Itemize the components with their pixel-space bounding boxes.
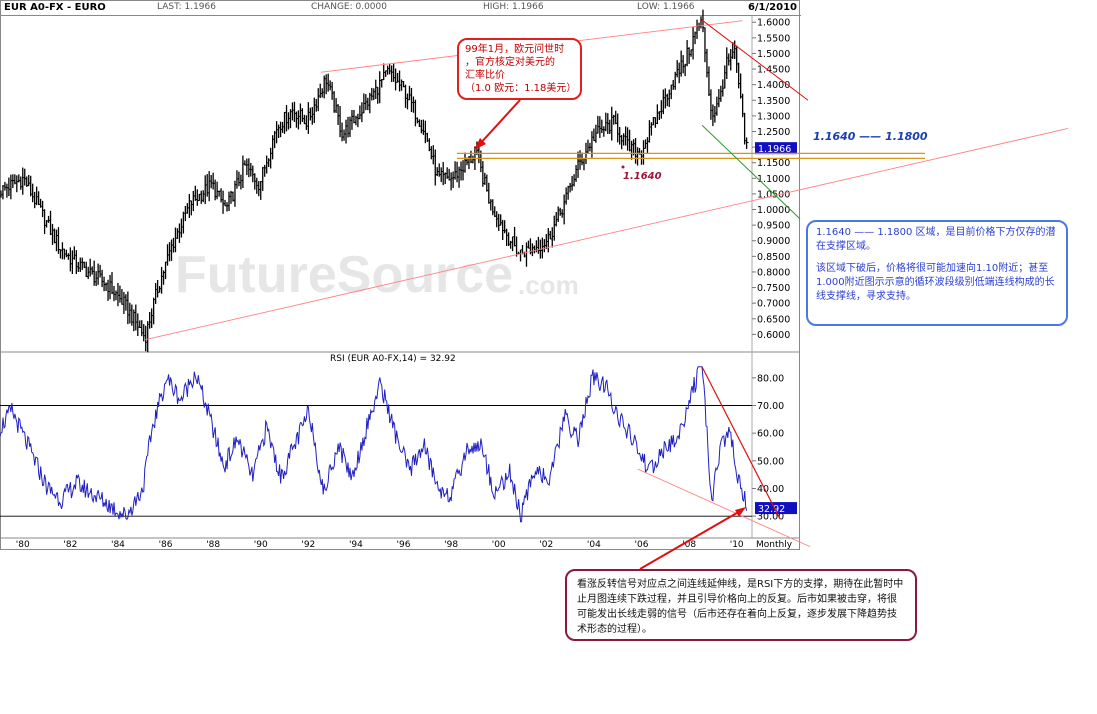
low-readout: LOW: 1.1966 <box>637 2 695 12</box>
x-tick-label-13: '06 <box>635 540 649 550</box>
x-tick-label-4: '88 <box>206 540 220 550</box>
support-level-label: 1.1640 <box>623 171 662 182</box>
change-readout: CHANGE: 0.0000 <box>311 2 387 12</box>
x-tick-label-0: '80 <box>16 540 30 550</box>
watermark-text: FutureSource <box>175 246 513 304</box>
price-last-label: 1.1966 <box>758 144 791 155</box>
price-tick-label-18: 1.5000 <box>757 49 790 60</box>
green-trendline <box>701 124 801 220</box>
price-tick-label-7: 0.9500 <box>757 221 790 232</box>
last-readout: LAST: 1.1966 <box>157 2 216 12</box>
euro-launch-note: 99年1月，欧元问世时 ，官方核定对美元的 汇率比价 （1.0 欧元：1.18美… <box>457 38 582 100</box>
price-tick-label-16: 1.4000 <box>757 80 790 91</box>
price-tick-label-10: 1.1000 <box>757 174 790 185</box>
long-support-trendline <box>145 128 1069 341</box>
support-analysis-p2: 该区域下破后，价格将很可能加速向1.10附近；甚至1.000附近图示示意的循环波… <box>816 263 1055 302</box>
price-tick-label-5: 0.8500 <box>757 252 790 263</box>
support-range-label: 1.1640 —— 1.1800 <box>813 130 928 143</box>
x-tick-label-5: '90 <box>254 540 268 550</box>
rsi-tick-label-0: 30.00 <box>757 512 784 523</box>
x-tick-label-8: '96 <box>397 540 411 550</box>
euro-launch-arrow <box>477 99 521 147</box>
rsi-support-trendline <box>637 468 811 548</box>
x-tick-label-14: '08 <box>682 540 696 550</box>
x-tick-label-11: '02 <box>539 540 553 550</box>
price-tick-label-19: 1.5500 <box>757 33 790 44</box>
x-tick-label-16: Monthly <box>756 540 793 550</box>
price-tick-label-20: 1.6000 <box>757 18 790 29</box>
rsi-tick-label-1: 40.00 <box>757 484 784 495</box>
price-tick-label-3: 0.7500 <box>757 283 790 294</box>
price-tick-label-17: 1.4500 <box>757 65 790 76</box>
price-tick-label-1: 0.6500 <box>757 314 790 325</box>
high-readout: HIGH: 1.1966 <box>483 2 544 12</box>
price-last-label-bg <box>755 142 797 155</box>
price-tick-label-2: 0.7000 <box>757 299 790 310</box>
price-tick-label-9: 1.0500 <box>757 189 790 200</box>
x-tick-label-2: '84 <box>111 540 125 550</box>
rsi-last-label-bg <box>755 502 797 515</box>
rsi-note-arrowhead <box>735 507 746 517</box>
x-tick-label-10: '00 <box>492 540 506 550</box>
price-tick-label-0: 0.6000 <box>757 330 790 341</box>
x-tick-label-7: '94 <box>349 540 363 550</box>
support-level-marker <box>621 165 625 169</box>
rsi-tick-label-2: 50.00 <box>757 456 784 467</box>
rsi-title: RSI (EUR A0-FX,14) = 32.92 <box>330 354 456 364</box>
rsi-analysis-note: 看涨反转信号对应点之间连线延伸线，是RSI下方的支撑，期待在此暂时中止月图连续下… <box>565 569 917 641</box>
price-tick-label-6: 0.9000 <box>757 236 790 247</box>
x-tick-label-6: '92 <box>301 540 315 550</box>
euro-launch-line-1: 99年1月，欧元问世时 <box>465 44 565 55</box>
price-tick-label-14: 1.3000 <box>757 111 790 122</box>
price-panel: FutureSource .com 0.6000 0.6500 0.7000 0.7500… <box>0 9 800 538</box>
price-tick-label-13: 1.2500 <box>757 127 790 138</box>
price-tick-label-8: 1.0000 <box>757 205 790 216</box>
symbol-title: EUR A0-FX - EURO <box>4 2 106 13</box>
rsi-tick-label-4: 70.00 <box>757 401 784 412</box>
annotation-lines <box>145 19 1069 570</box>
support-analysis-note: 1.1640 —— 1.1800 区域，是目前价格下方仅存的潜在支撑区域。 该区… <box>806 220 1068 326</box>
rsi-down-trendline <box>701 366 781 520</box>
rsi-note-arrow <box>639 509 743 570</box>
chart-header: EUR A0-FX - EURO LAST: 1.1966 CHANGE: 0.… <box>1 1 801 16</box>
rsi-panel: RSI (EUR A0-FX,14) = 32.92 30.00 40.00 50.0… <box>0 354 800 550</box>
watermark-suffix: .com <box>518 270 579 300</box>
rsi-last-label: 32.92 <box>758 504 785 515</box>
x-tick-label-3: '86 <box>159 540 173 550</box>
price-tick-label-4: 0.8000 <box>757 267 790 278</box>
rsi-line <box>0 366 748 523</box>
euro-launch-line-2: ，官方核定对美元的 <box>465 57 555 68</box>
x-tick-label-15: '10 <box>730 540 744 550</box>
euro-launch-arrowhead <box>474 138 486 150</box>
x-tick-label-12: '04 <box>587 540 601 550</box>
x-tick-label-9: '98 <box>444 540 458 550</box>
rsi-tick-label-5: 80.00 <box>757 373 784 384</box>
euro-launch-line-3: 汇率比价 <box>465 70 505 81</box>
x-tick-label-1: '82 <box>63 540 77 550</box>
down-trendline <box>701 19 809 101</box>
chart-date: 6/1/2010 <box>747 2 797 13</box>
support-analysis-p1: 1.1640 —— 1.1800 区域，是目前价格下方仅存的潜在支撑区域。 <box>816 227 1056 252</box>
euro-launch-line-4: （1.0 欧元：1.18美元） <box>465 83 577 94</box>
chart-panel: EUR A0-FX - EURO LAST: 1.1966 CHANGE: 0.… <box>0 0 801 550</box>
price-tick-label-11: 1.1500 <box>757 158 790 169</box>
price-tick-label-15: 1.3500 <box>757 96 790 107</box>
rsi-tick-label-3: 60.00 <box>757 429 784 440</box>
